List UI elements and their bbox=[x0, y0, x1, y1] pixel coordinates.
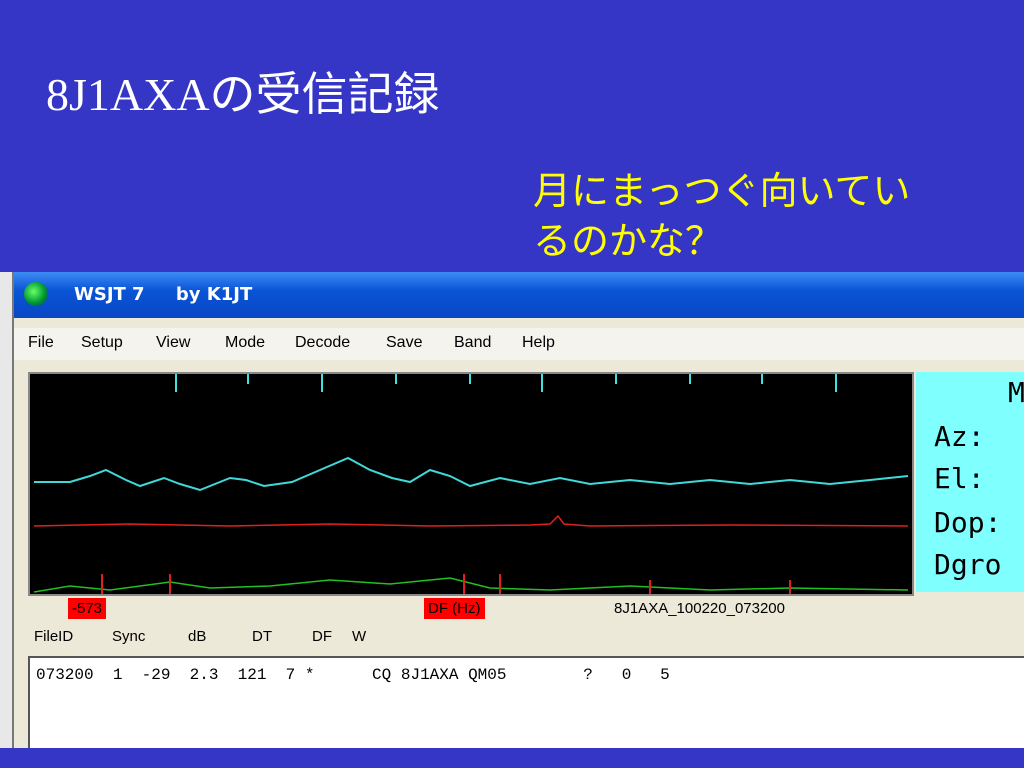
file-name: 8J1AXA_100220_073200 bbox=[614, 600, 785, 617]
panel-label: El: bbox=[934, 462, 985, 495]
decode-text-area[interactable]: 073200 1 -29 2.3 121 7 * CQ 8J1AXA QM05 … bbox=[28, 656, 1024, 748]
menu-bar bbox=[14, 328, 1024, 360]
panel-label: Az: bbox=[934, 420, 985, 453]
panel-label: Dgro bbox=[934, 548, 1002, 581]
subtitle-line: るのかな？ bbox=[533, 219, 724, 263]
menu-item[interactable]: File bbox=[28, 334, 54, 351]
menu-item[interactable]: Band bbox=[454, 334, 492, 351]
panel-label: M bbox=[1008, 376, 1024, 409]
menu-item[interactable]: Help bbox=[522, 334, 555, 351]
column-header: FileID bbox=[34, 628, 74, 645]
menu-item[interactable]: Save bbox=[386, 334, 423, 351]
marker-label: DF (Hz) bbox=[424, 598, 485, 619]
marker-label: -573 bbox=[68, 598, 107, 619]
info-panel: M Az: El: Dop: Dgro bbox=[916, 372, 1024, 592]
title-bar: WSJT 7 by K1JT bbox=[14, 272, 1024, 318]
tick-marks bbox=[175, 374, 837, 392]
menu-item[interactable]: Setup bbox=[81, 334, 123, 351]
app-icon bbox=[24, 282, 48, 306]
column-header: W bbox=[352, 628, 367, 645]
green-trace bbox=[33, 577, 909, 593]
red-trace bbox=[33, 514, 909, 527]
column-header: DF bbox=[312, 628, 332, 645]
decode-line: 073200 1 -29 2.3 121 7 * CQ 8J1AXA QM05 … bbox=[36, 666, 670, 684]
sync-trace bbox=[34, 456, 909, 492]
window-title: WSJT 7 by K1JT bbox=[74, 284, 253, 305]
subtitle-line: 月にまっつぐ向いてい bbox=[533, 169, 911, 213]
app-window: WSJT 7 by K1JT File Setup View Mode Deco… bbox=[14, 272, 1024, 748]
panel-label: Dop: bbox=[934, 506, 1002, 539]
menu-item[interactable]: Decode bbox=[295, 334, 351, 351]
red-markers bbox=[101, 574, 791, 594]
menu-item[interactable]: Mode bbox=[225, 334, 266, 351]
column-header: dB bbox=[188, 628, 207, 645]
spectrum-plot bbox=[28, 372, 914, 596]
column-header: Sync bbox=[112, 628, 146, 645]
slide-title: 8J1AXAの受信記録 bbox=[46, 69, 440, 120]
background-window bbox=[0, 272, 14, 748]
menu-item[interactable]: View bbox=[156, 334, 191, 351]
column-header: DT bbox=[252, 628, 272, 645]
